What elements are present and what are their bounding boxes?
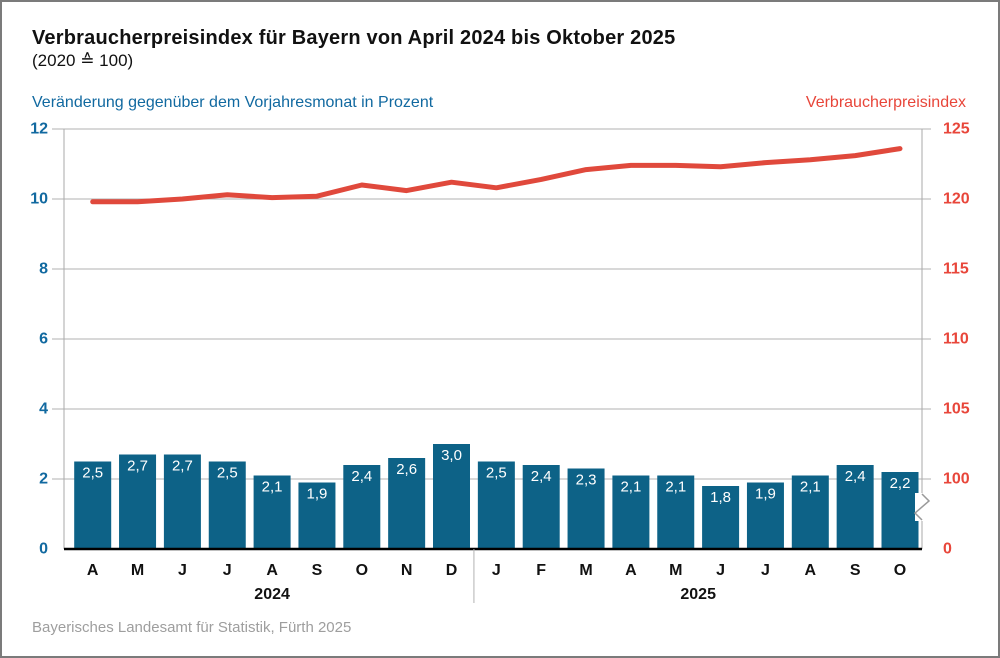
month-label: S	[312, 562, 323, 579]
month-label: A	[805, 562, 817, 579]
axis-break-icon	[913, 493, 931, 521]
axis-tick-label-left: 12	[30, 121, 48, 138]
bar	[746, 482, 784, 549]
month-label: A	[266, 562, 278, 579]
year-label: 2025	[680, 586, 716, 603]
bar-value-label: 2,5	[82, 465, 103, 482]
bar-value-label: 1,8	[710, 489, 731, 506]
month-label: S	[850, 562, 861, 579]
axis-tick-label-right: 120	[943, 191, 970, 208]
bar-value-label: 2,1	[800, 479, 821, 496]
month-label: N	[401, 562, 413, 579]
bar-value-label: 3,0	[441, 447, 462, 464]
left-axis-title: Veränderung gegenüber dem Vorjahresmonat…	[32, 94, 434, 111]
axis-tick-label-right: 100	[943, 471, 970, 488]
bar	[881, 472, 919, 549]
axis-tick-label-left: 4	[39, 401, 48, 418]
year-label: 2024	[254, 586, 290, 603]
month-label: J	[223, 562, 232, 579]
bar-value-label: 2,1	[665, 479, 686, 496]
axis-tick-label-left: 8	[39, 261, 48, 278]
bar	[567, 468, 605, 549]
axis-tick-label-right: 115	[943, 261, 969, 278]
bar-value-label: 2,4	[845, 468, 866, 485]
bar	[522, 465, 560, 549]
month-label: A	[87, 562, 99, 579]
month-label: D	[446, 562, 458, 579]
axis-tick-label-right: 110	[943, 331, 969, 348]
bar-value-label: 2,5	[217, 465, 238, 482]
axis-tick-label-right: 125	[943, 121, 970, 138]
source-note: Bayerisches Landesamt für Statistik, Für…	[32, 619, 352, 636]
right-axis-title: Verbraucherpreisindex	[805, 94, 966, 111]
axis-tick-label-left: 2	[39, 471, 48, 488]
bar	[791, 475, 829, 549]
bar	[253, 475, 291, 549]
axis-tick-label-right: 105	[943, 401, 970, 418]
bar	[298, 482, 336, 549]
chart-subtitle: (2020 ≙ 100)	[32, 51, 134, 70]
bar-value-label: 1,9	[307, 486, 328, 503]
bar	[836, 465, 874, 549]
bar-value-label: 1,9	[755, 486, 776, 503]
bar	[433, 444, 470, 549]
month-label: J	[492, 562, 501, 579]
axis-tick-label-left: 10	[30, 191, 48, 208]
bar	[343, 465, 381, 549]
month-label: A	[625, 562, 637, 579]
bar	[163, 454, 201, 549]
bar-value-label: 2,7	[172, 458, 193, 475]
bar-value-label: 2,4	[531, 468, 552, 485]
bar-value-label: 2,1	[620, 479, 641, 496]
month-label: J	[761, 562, 770, 579]
bar	[388, 458, 426, 549]
bar	[612, 475, 650, 549]
month-label: M	[579, 562, 592, 579]
month-label: F	[536, 562, 546, 579]
cpi-line	[90, 146, 903, 205]
bar-value-label: 2,5	[486, 465, 507, 482]
axis-tick-label-left: 6	[39, 331, 48, 348]
bar-value-label: 2,7	[127, 458, 148, 475]
bar	[657, 475, 695, 549]
month-label: M	[131, 562, 144, 579]
bar-value-label: 2,6	[396, 461, 417, 478]
bar	[477, 461, 515, 549]
bar-value-label: 2,3	[576, 472, 597, 489]
month-label: J	[178, 562, 187, 579]
chart-title: Verbraucherpreisindex für Bayern von Apr…	[32, 27, 676, 49]
bar	[119, 454, 157, 549]
month-label: M	[669, 562, 682, 579]
month-label: O	[356, 562, 368, 579]
bar	[74, 461, 112, 549]
month-label: O	[894, 562, 906, 579]
axis-tick-label-left: 0	[39, 541, 48, 558]
axis-tick-label-right: 0	[943, 541, 952, 558]
bar-value-label: 2,2	[890, 475, 911, 492]
bar-value-label: 2,4	[351, 468, 372, 485]
bar	[702, 486, 740, 549]
bar-value-label: 2,1	[262, 479, 283, 496]
month-label: J	[716, 562, 725, 579]
bar	[208, 461, 246, 549]
